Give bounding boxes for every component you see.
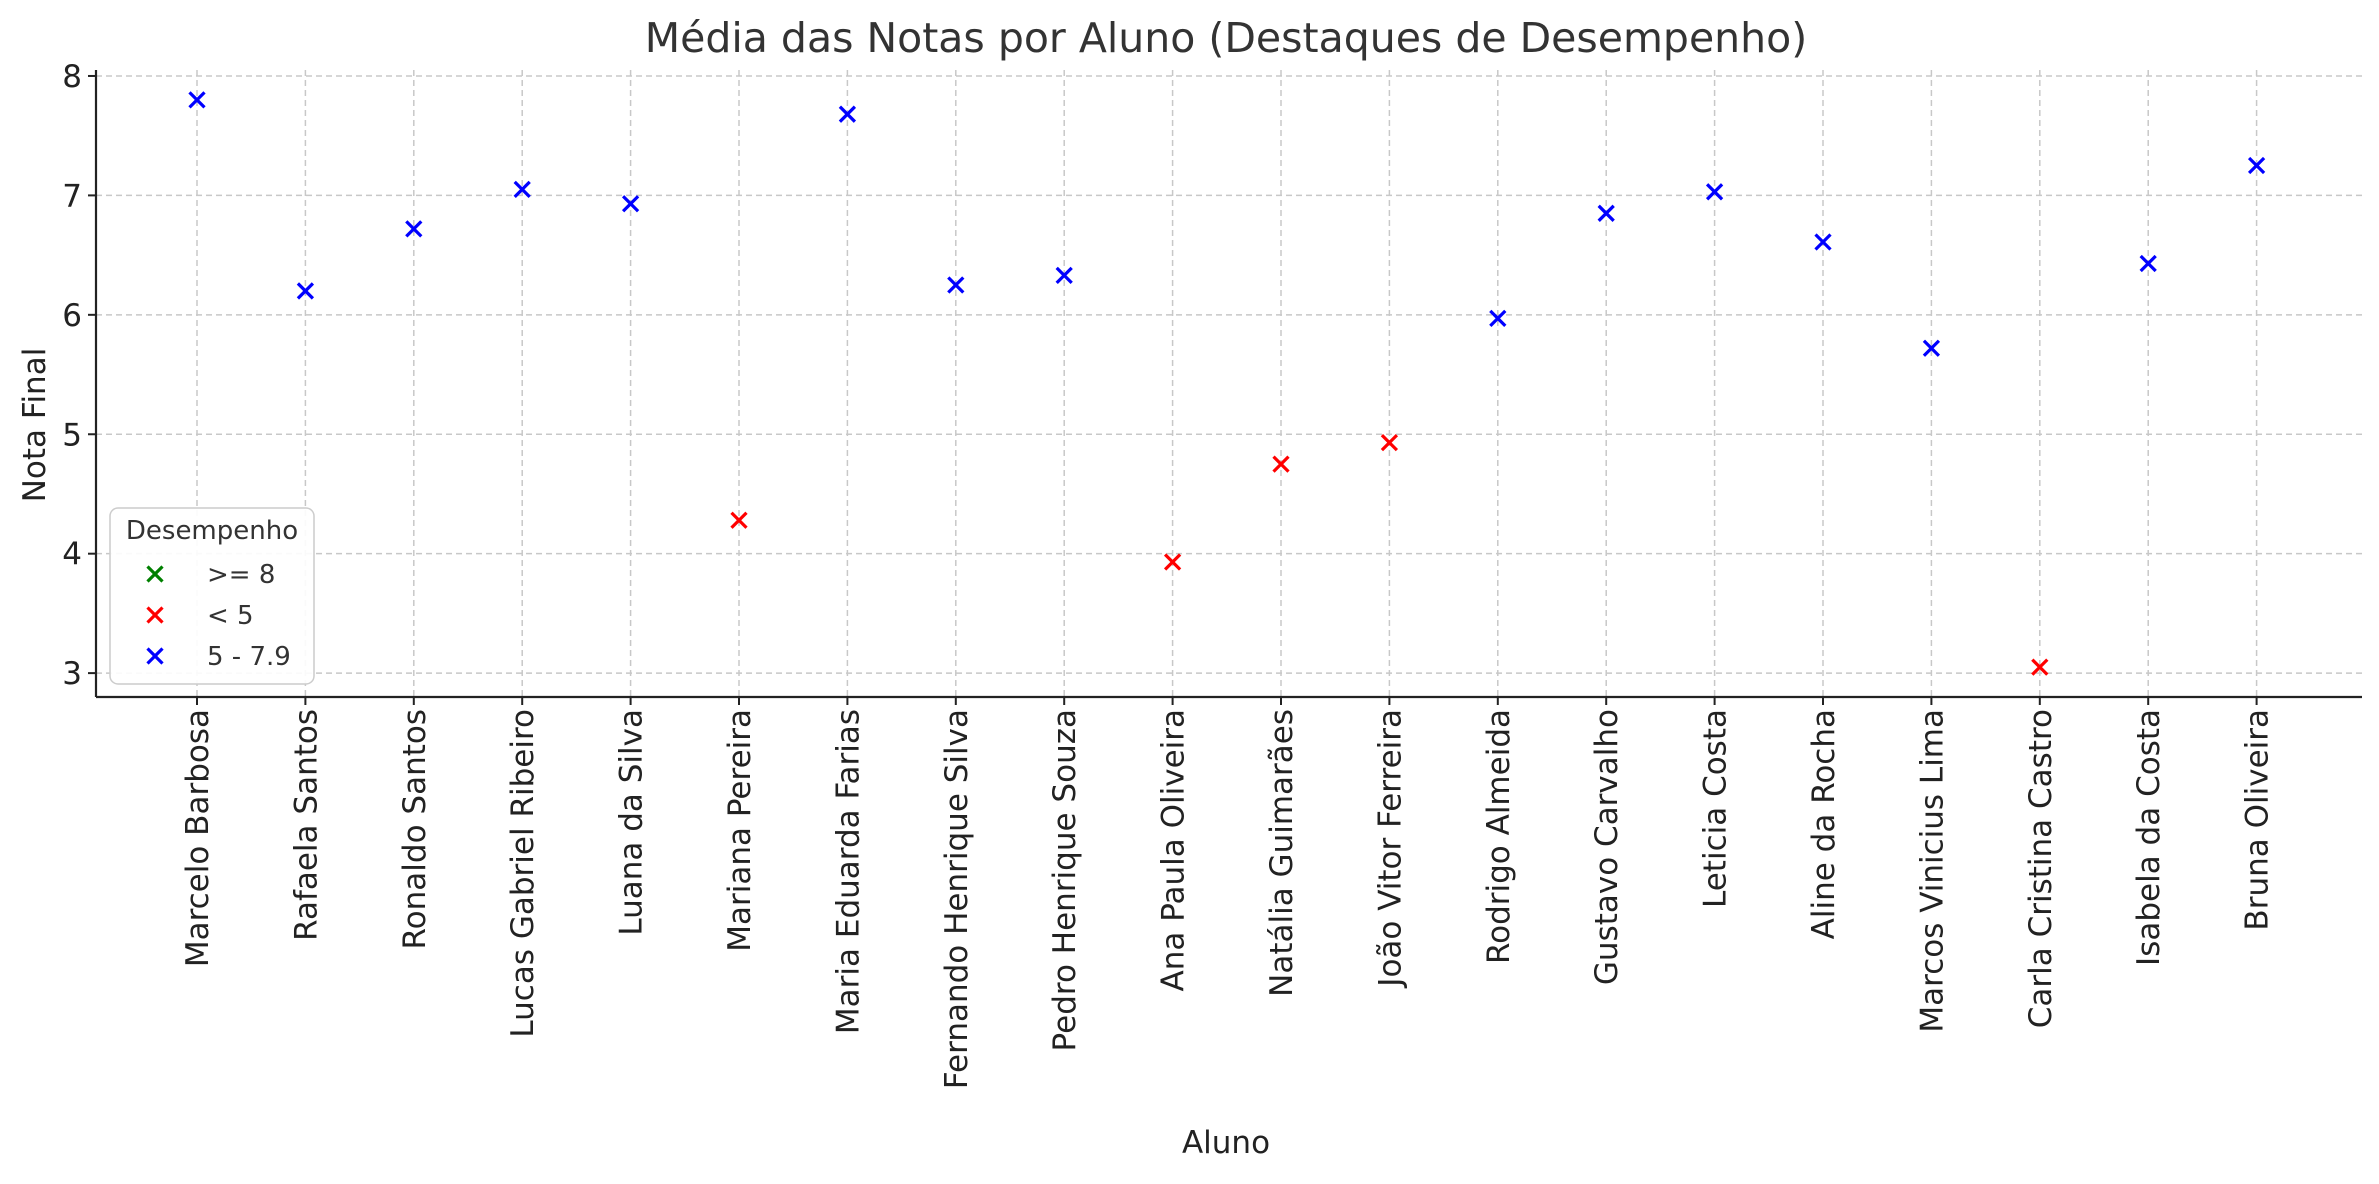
data-point-stroke bbox=[730, 511, 748, 529]
data-point bbox=[513, 180, 531, 199]
x-tick-label: Leticia Costa bbox=[1698, 709, 1734, 908]
x-tick-label: Bruna Oliveira bbox=[2240, 709, 2276, 931]
data-points bbox=[188, 91, 2266, 676]
data-point-stroke bbox=[1489, 309, 1507, 328]
x-tick-label: Gustavo Carvalho bbox=[1589, 709, 1625, 985]
data-point-stroke bbox=[513, 180, 531, 199]
x-tick-label: Isabela da Costa bbox=[2131, 709, 2167, 966]
data-point-stroke bbox=[2139, 254, 2157, 273]
x-tick-label: Carla Cristina Castro bbox=[2023, 709, 2059, 1028]
legend-marker-stroke bbox=[146, 606, 164, 624]
data-point-stroke bbox=[188, 91, 206, 109]
legend-marker-stroke bbox=[146, 647, 164, 665]
x-tick-label: Maria Eduarda Farias bbox=[830, 709, 866, 1034]
data-point bbox=[1705, 183, 1724, 201]
x-tick-label: João Vitor Ferreira bbox=[1372, 709, 1408, 989]
x-tick-label: Marcos Vinicius Lima bbox=[1914, 709, 1950, 1033]
data-point-stroke bbox=[1597, 204, 1615, 222]
x-tick-label: Pedro Henrique Souza bbox=[1047, 709, 1083, 1051]
data-point-stroke bbox=[1272, 455, 1290, 473]
x-tick-label: Rafaela Santos bbox=[288, 709, 324, 941]
x-tick-labels: Marcelo Barbosa Rafaela Santos Ronaldo San… bbox=[180, 709, 2276, 1089]
data-point bbox=[1922, 339, 1941, 357]
data-point bbox=[405, 220, 423, 238]
x-tick-label: Mariana Pereira bbox=[722, 709, 758, 952]
x-tick-label: Fernando Henrique Silva bbox=[939, 709, 975, 1089]
y-tick-label: 5 bbox=[62, 417, 82, 453]
legend-marker bbox=[146, 606, 164, 624]
legend-entry-label: < 5 bbox=[207, 601, 254, 631]
data-point bbox=[2247, 156, 2266, 175]
data-point-stroke bbox=[1163, 553, 1182, 571]
y-tick-label: 8 bbox=[62, 59, 82, 95]
data-point bbox=[1272, 455, 1290, 473]
data-point-stroke bbox=[1922, 339, 1941, 357]
data-point bbox=[296, 282, 315, 300]
y-tick-label: 6 bbox=[62, 298, 82, 334]
y-axis-label: Nota Final bbox=[17, 348, 53, 503]
data-point-stroke bbox=[838, 105, 857, 123]
legend-box bbox=[109, 507, 315, 685]
data-point-stroke bbox=[947, 276, 965, 294]
legend-entries: >= 8 < 5 5 - 7.9 bbox=[146, 560, 291, 672]
data-point bbox=[730, 511, 748, 529]
data-point bbox=[621, 195, 640, 213]
x-tick-label: Ana Paula Oliveira bbox=[1156, 709, 1192, 992]
data-point-stroke bbox=[2031, 658, 2049, 676]
data-point-stroke bbox=[1814, 233, 1832, 251]
legend-title: Desempenho bbox=[126, 516, 298, 546]
data-point bbox=[188, 91, 206, 109]
data-point bbox=[1055, 266, 1073, 285]
x-tick-label: Ronaldo Santos bbox=[397, 709, 433, 949]
data-point bbox=[947, 276, 965, 294]
y-tick-label: 7 bbox=[62, 178, 82, 214]
y-tick-labels: 3 4 5 6 7 8 bbox=[62, 59, 82, 692]
legend-marker-stroke bbox=[146, 565, 164, 583]
data-point-stroke bbox=[296, 282, 315, 300]
x-tick-label: Lucas Gabriel Ribeiro bbox=[505, 709, 541, 1038]
x-tick-label: Natália Guimarães bbox=[1264, 709, 1300, 997]
data-point-stroke bbox=[1380, 433, 1399, 452]
x-tick-label: Marcelo Barbosa bbox=[180, 709, 216, 967]
data-point bbox=[1597, 204, 1615, 222]
data-point bbox=[1163, 553, 1182, 571]
data-point bbox=[2031, 658, 2049, 676]
data-point bbox=[1814, 233, 1832, 251]
data-point bbox=[2139, 254, 2157, 273]
y-tick-label: 4 bbox=[62, 537, 82, 573]
legend-marker bbox=[146, 565, 164, 583]
data-point-stroke bbox=[405, 220, 423, 238]
grid-layer bbox=[96, 70, 2362, 697]
data-point-stroke bbox=[1055, 266, 1073, 285]
x-tick-label: Rodrigo Almeida bbox=[1481, 709, 1517, 964]
y-tick-label: 3 bbox=[62, 656, 82, 692]
x-axis-label: Aluno bbox=[1182, 1125, 1270, 1161]
data-point bbox=[838, 105, 857, 123]
x-tick-label: Luana da Silva bbox=[614, 709, 650, 936]
data-point-stroke bbox=[2247, 156, 2266, 175]
data-point-stroke bbox=[1705, 183, 1724, 201]
data-point-stroke bbox=[621, 195, 640, 213]
data-point bbox=[1380, 433, 1399, 452]
x-tick-label: Aline da Rocha bbox=[1806, 709, 1842, 939]
legend-marker bbox=[146, 647, 164, 665]
legend-entry-label: >= 8 bbox=[207, 560, 275, 590]
legend-entry-label: 5 - 7.9 bbox=[207, 642, 291, 672]
legend: Desempenho >= 8 < 5 5 - 7.9 bbox=[109, 507, 315, 685]
data-point bbox=[1489, 309, 1507, 328]
axes-layer bbox=[88, 70, 2362, 705]
chart-title: Média das Notas por Aluno (Destaques de … bbox=[645, 14, 1807, 62]
